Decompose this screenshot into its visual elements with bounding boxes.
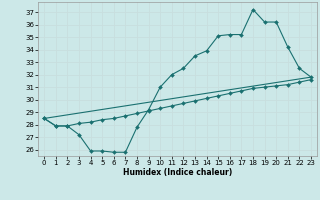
X-axis label: Humidex (Indice chaleur): Humidex (Indice chaleur) — [123, 168, 232, 177]
